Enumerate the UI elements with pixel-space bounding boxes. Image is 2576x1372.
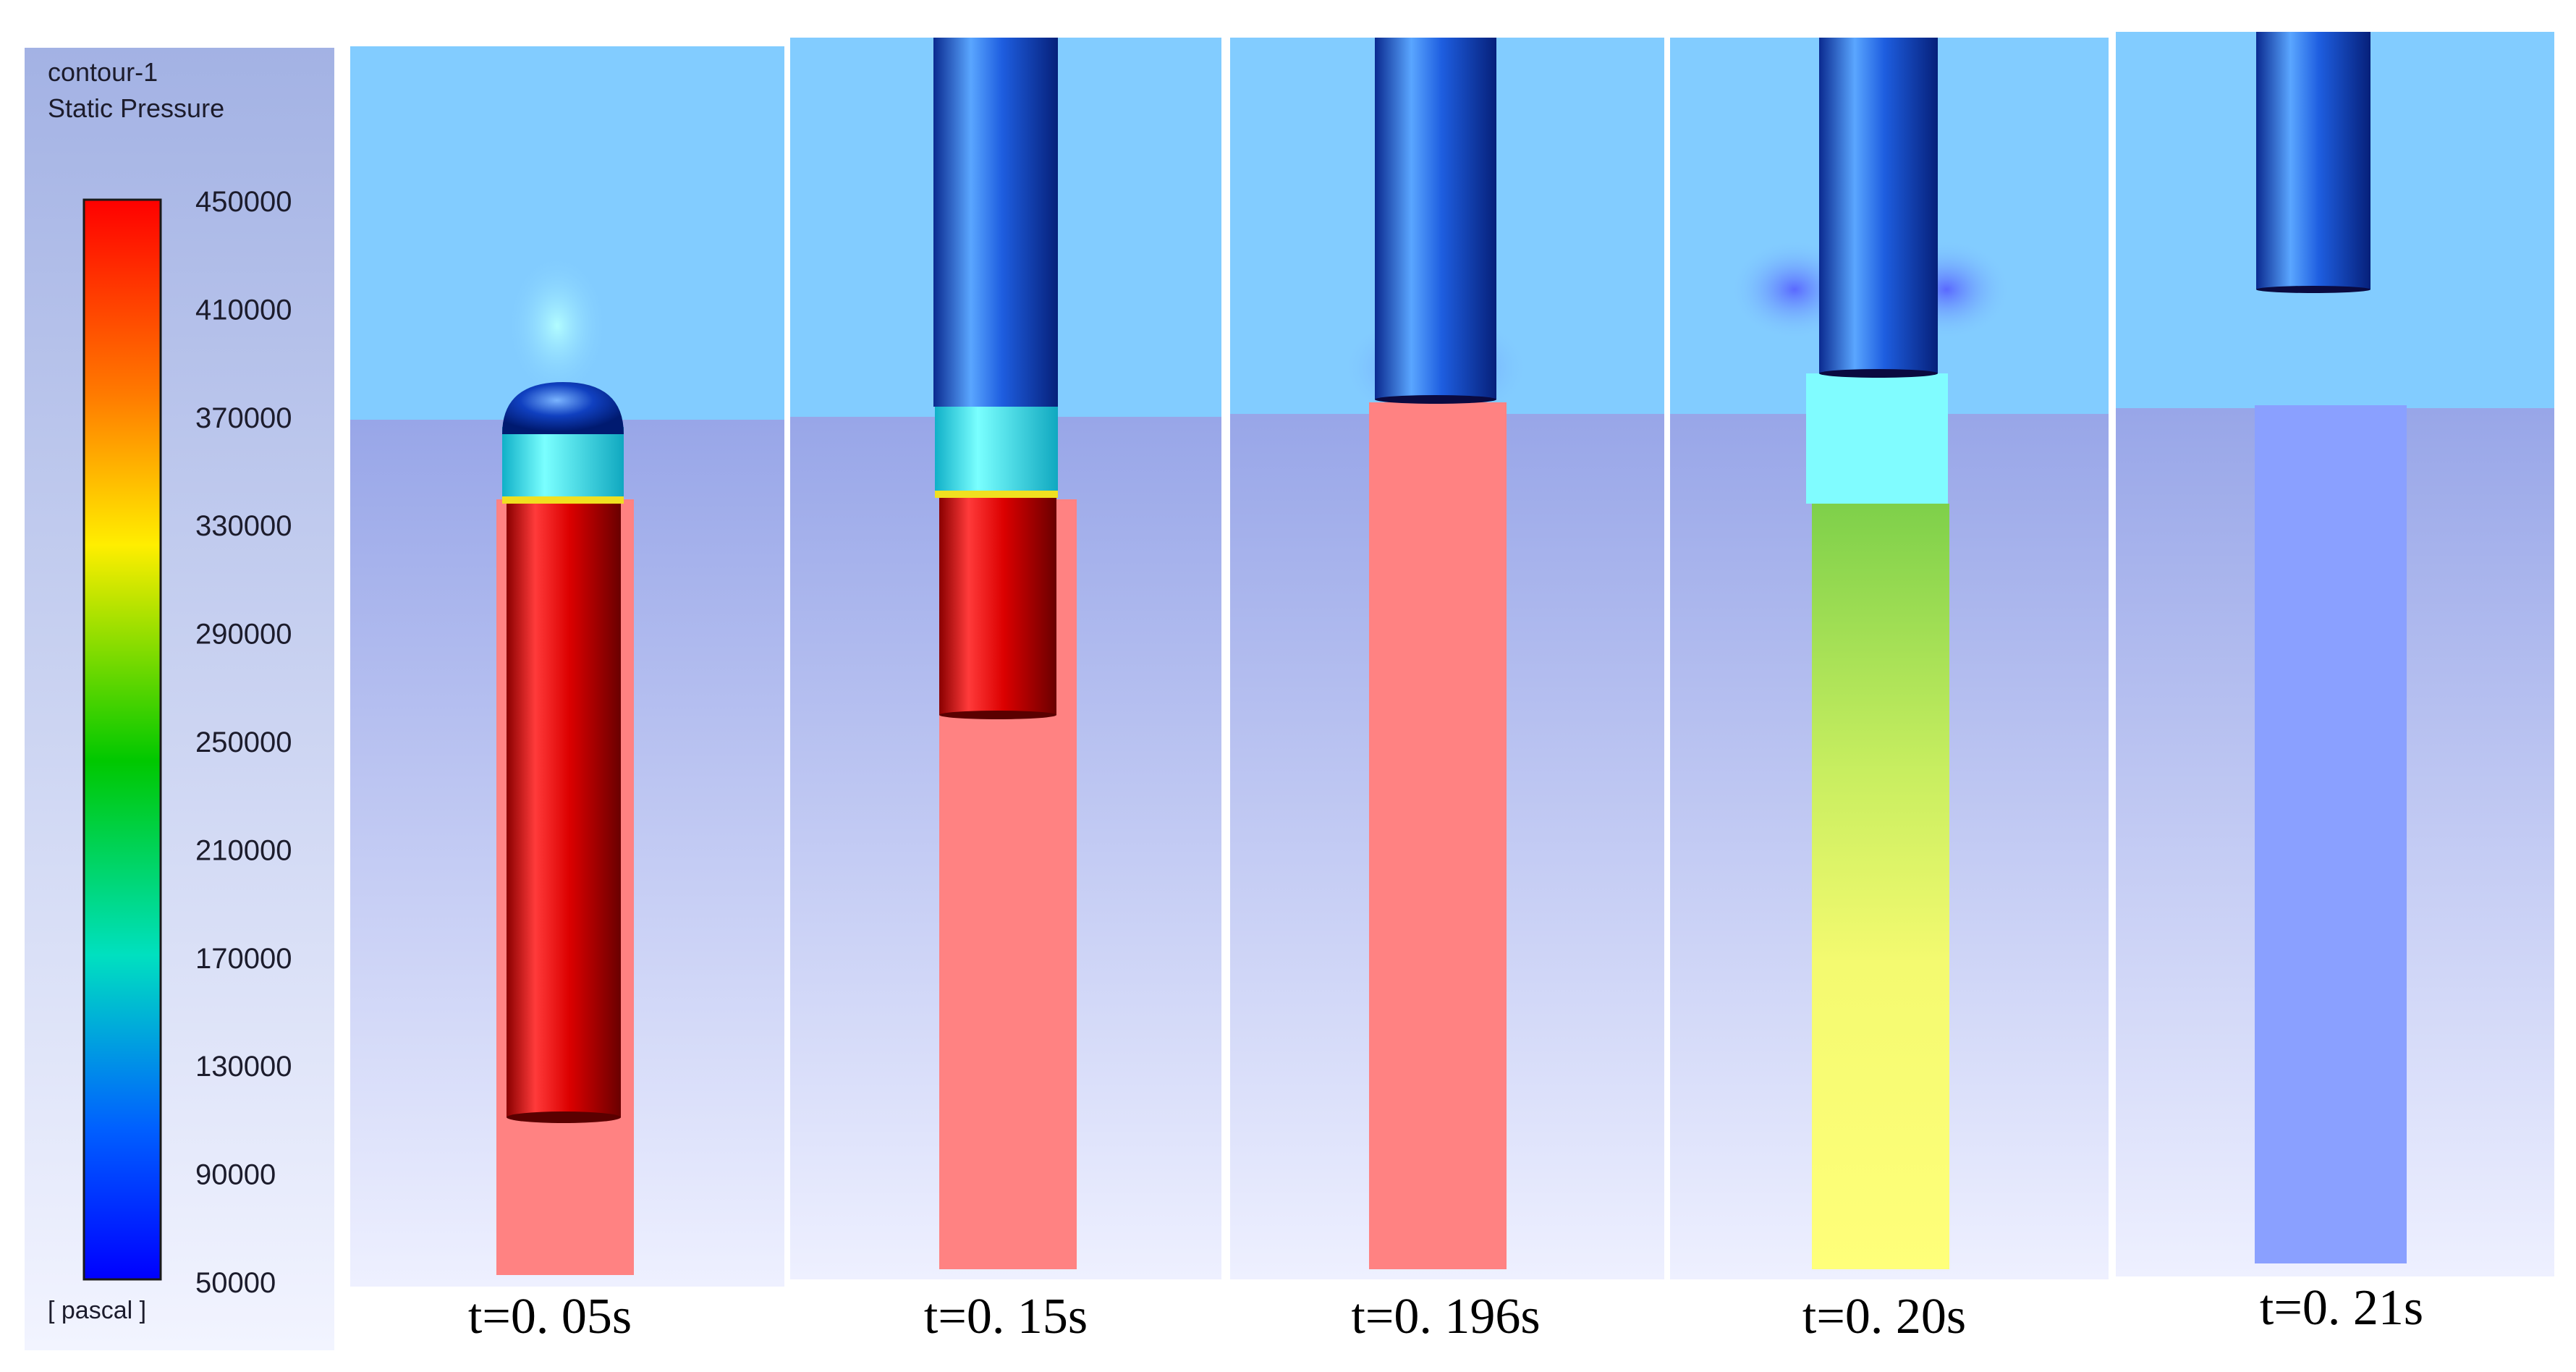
legend-tick-label: 330000 xyxy=(195,510,292,542)
legend-title-line2: Static Pressure xyxy=(48,93,224,123)
legend-tick-labels: 450000 410000 370000 330000 290000 250000 2100… xyxy=(195,186,292,1299)
cavity-cyan xyxy=(1806,373,1948,504)
tube-bottom-edge xyxy=(939,711,1056,719)
panel-t005: t=0. 05s xyxy=(350,46,784,1345)
legend-unit-label: [ pascal ] xyxy=(48,1297,146,1324)
projectile-tube-lower xyxy=(939,498,1056,715)
projectile-tube-upper xyxy=(933,38,1058,407)
panel-caption: t=0. 21s xyxy=(2260,1280,2423,1336)
pressure-glow xyxy=(507,253,608,398)
projectile-tube xyxy=(1819,38,1938,373)
tube-bottom-edge xyxy=(1375,395,1496,404)
projectile-tube xyxy=(1375,38,1496,399)
interface-line xyxy=(502,496,624,504)
panel-caption: t=0. 05s xyxy=(468,1289,632,1345)
color-legend: contour-1 Static Pressure 450000 410000 37… xyxy=(25,48,334,1350)
legend-tick-label: 250000 xyxy=(195,727,292,758)
legend-tick-label: 50000 xyxy=(195,1267,276,1299)
panel-t021: t=0. 21s xyxy=(2116,32,2554,1336)
projectile-tube xyxy=(507,504,621,1117)
legend-title-line1: contour-1 xyxy=(48,57,158,87)
legend-tick-label: 410000 xyxy=(195,294,292,326)
panel-t0196: t=0. 196s xyxy=(1230,38,1664,1345)
legend-tick-label: 210000 xyxy=(195,834,292,866)
tube-cyan-section xyxy=(502,427,624,499)
tube-cyan-section xyxy=(935,399,1058,494)
panel-caption: t=0. 20s xyxy=(1802,1289,1966,1345)
panel-caption: t=0. 15s xyxy=(924,1289,1088,1345)
projectile-tube xyxy=(2256,32,2370,289)
panel-t015: t=0. 15s xyxy=(790,38,1221,1345)
legend-color-bar xyxy=(82,198,162,1281)
tube-bottom-edge xyxy=(1819,369,1938,378)
cavity-fluid-column xyxy=(2255,405,2407,1263)
legend-tick-label: 130000 xyxy=(195,1051,292,1083)
legend-tick-label: 90000 xyxy=(195,1159,276,1191)
panel-t020: t=0. 20s xyxy=(1670,38,2109,1345)
fluid-column xyxy=(1369,402,1507,1269)
tube-bottom-edge xyxy=(2256,286,2370,293)
panel-caption: t=0. 196s xyxy=(1351,1289,1540,1345)
legend-background xyxy=(25,48,334,1350)
legend-tick-label: 290000 xyxy=(195,619,292,651)
legend-tick-label: 450000 xyxy=(195,186,292,218)
tube-bottom-edge xyxy=(507,1111,621,1123)
cavity-fluid-column xyxy=(1812,504,1949,1269)
interface-line xyxy=(935,491,1058,498)
tube-cap xyxy=(502,382,624,434)
legend-tick-label: 370000 xyxy=(195,402,292,434)
legend-tick-label: 170000 xyxy=(195,943,292,975)
